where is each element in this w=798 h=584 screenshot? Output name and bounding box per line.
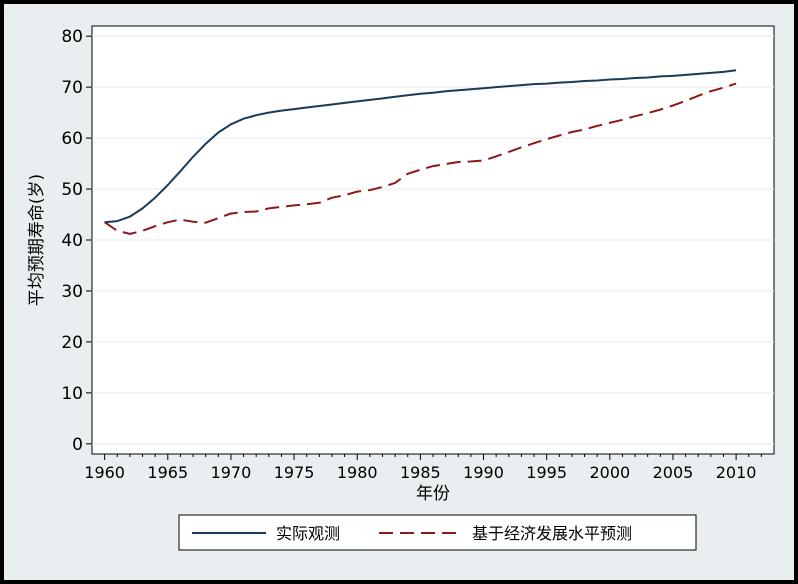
x-tick-label: 2010 [716,463,757,482]
y-axis-label: 平均预期寿命(岁) [27,174,47,306]
y-tick-label: 0 [72,435,83,455]
y-tick-label: 80 [61,27,83,47]
legend-label-predicted: 基于经济发展水平预测 [472,524,632,543]
chart-frame: 0 10 20 30 40 50 60 70 80 1960 1965 1970 1975 1980 19… [3,3,795,581]
x-tick-label: 1985 [400,463,441,482]
x-tick-label: 1980 [337,463,378,482]
legend: 实际观测 基于经济发展水平预测 [178,514,697,551]
series-lines [104,69,737,235]
series-line-predicted [104,82,737,235]
y-tick-label: 60 [61,129,83,149]
y-tick-label: 30 [61,282,83,302]
series-line-actual [104,69,737,224]
x-tick-label: 1995 [526,463,567,482]
y-tick-label: 50 [61,180,83,200]
grid-lines [92,35,774,445]
y-tick-label: 70 [61,78,83,98]
x-tick-label: 1990 [463,463,504,482]
y-tick-label: 10 [61,384,83,404]
x-axis: 1960 1965 1970 1975 1980 1985 1990 1995 2000 2005… [84,454,762,482]
x-tick-label: 1965 [147,463,188,482]
x-tick-label: 1975 [274,463,315,482]
x-tick-label: 2005 [653,463,694,482]
y-axis: 0 10 20 30 40 50 60 70 80 [61,27,92,455]
x-axis-label: 年份 [416,484,450,504]
y-tick-label: 40 [61,231,83,251]
x-tick-label: 1960 [84,463,125,482]
legend-label-actual: 实际观测 [276,524,340,543]
x-tick-label: 1970 [211,463,252,482]
y-tick-label: 20 [61,333,83,353]
x-tick-label: 2000 [589,463,630,482]
